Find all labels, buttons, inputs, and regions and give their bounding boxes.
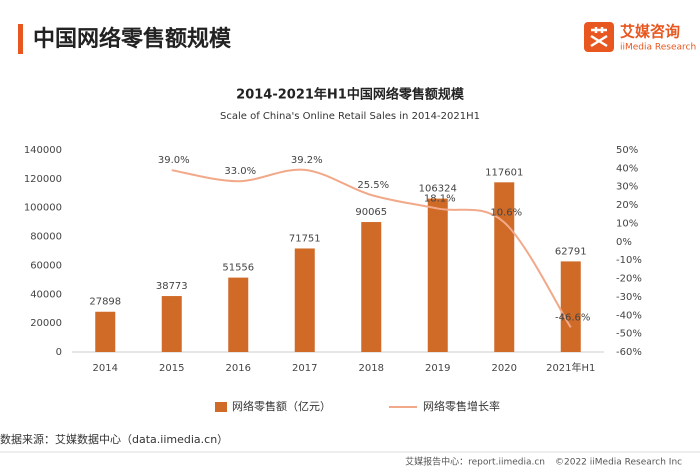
y2-tick-label: 10% xyxy=(616,218,638,229)
y2-tick-label: -60% xyxy=(616,347,642,358)
bar xyxy=(95,311,116,352)
y2-tick-label: -20% xyxy=(616,274,642,285)
bar-value-label: 62791 xyxy=(555,246,587,257)
x-tick-label: 2020 xyxy=(492,363,517,374)
bar-value-label: 90065 xyxy=(355,207,387,218)
chart-title: 2014-2021年H1中国网络零售额规模 xyxy=(236,87,465,103)
logo-cn: 艾媒咨询 xyxy=(620,23,680,41)
footer-site: 艾媒报告中心：report.iimedia.cn xyxy=(405,456,545,468)
y2-tick-label: 50% xyxy=(616,145,638,156)
line-value-label: -46.6% xyxy=(555,312,590,323)
legend-label: 网络零售额（亿元） xyxy=(232,399,331,413)
logo-glyph xyxy=(590,27,608,48)
y2-tick-label: -50% xyxy=(616,329,642,340)
x-tick-label: 2015 xyxy=(159,363,184,374)
line-value-label: 10.6% xyxy=(490,207,522,218)
line-value-label: 33.0% xyxy=(224,166,256,177)
bar-value-label: 117601 xyxy=(485,167,523,178)
y-tick-label: 120000 xyxy=(24,174,62,185)
x-tick-label: 2014 xyxy=(93,363,118,374)
y-tick-label: 80000 xyxy=(30,232,62,243)
x-tick-label: 2019 xyxy=(425,363,450,374)
logo-en: iiMedia Research xyxy=(620,43,696,53)
line xyxy=(171,168,572,328)
page-title: 中国网络零售额规模 xyxy=(33,26,232,52)
y2-tick-label: 20% xyxy=(616,200,638,211)
bar xyxy=(494,182,515,352)
x-tick-label: 2021年H1 xyxy=(546,361,595,374)
chart-subtitle: Scale of China's Online Retail Sales in … xyxy=(220,111,480,122)
y2-tick-label: -30% xyxy=(616,292,642,303)
bar xyxy=(560,261,581,352)
y2-tick-label: -40% xyxy=(616,310,642,321)
bar xyxy=(228,277,249,352)
x-tick-label: 2017 xyxy=(292,363,317,374)
legend-swatch xyxy=(215,402,227,412)
y-tick-label: 140000 xyxy=(24,145,62,156)
y2-tick-label: -10% xyxy=(616,255,642,266)
y2-tick-label: 40% xyxy=(616,163,638,174)
bar xyxy=(161,296,182,352)
bar-value-label: 71751 xyxy=(289,233,321,244)
bar-value-label: 27898 xyxy=(89,297,121,308)
bar-value-label: 51556 xyxy=(222,263,254,274)
bar xyxy=(427,198,448,352)
y-tick-label: 0 xyxy=(56,347,62,358)
footer-copyright: ©2022 iiMedia Research Inc xyxy=(555,458,682,468)
y-tick-label: 60000 xyxy=(30,260,62,271)
bar xyxy=(361,222,382,352)
y-tick-label: 100000 xyxy=(24,203,62,214)
y2-tick-label: 30% xyxy=(616,182,638,193)
x-tick-label: 2018 xyxy=(359,363,384,374)
legend-label: 网络零售增长率 xyxy=(423,399,500,413)
x-tick-label: 2016 xyxy=(226,363,251,374)
line-value-label: 25.5% xyxy=(357,180,389,191)
y-tick-label: 20000 xyxy=(30,318,62,329)
source: 数据来源：艾媒数据中心（data.iimedia.cn） xyxy=(0,432,228,446)
y2-tick-label: 0% xyxy=(616,237,632,248)
line-value-label: 39.2% xyxy=(291,155,323,166)
line-value-label: 18.1% xyxy=(424,194,456,205)
logo-icon xyxy=(584,22,614,52)
title-accent xyxy=(18,24,23,54)
y-tick-label: 40000 xyxy=(30,289,62,300)
bar-value-label: 38773 xyxy=(156,281,188,292)
line-value-label: 39.0% xyxy=(158,155,190,166)
bar-value-label: 106324 xyxy=(419,184,457,195)
bar xyxy=(294,248,315,352)
